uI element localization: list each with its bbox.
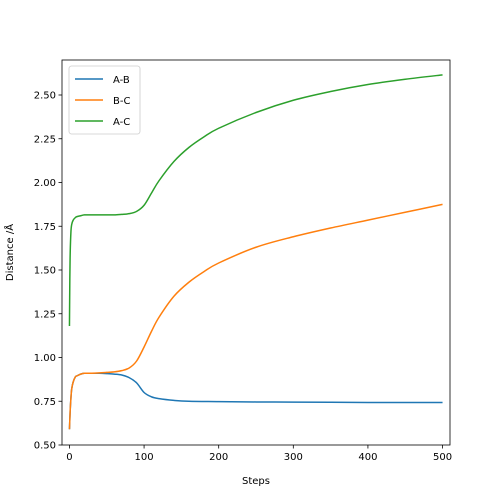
x-axis-label: Steps (242, 476, 270, 487)
y-axis: 0.50 0.75 1.00 1.25 1.50 1.75 2.00 2.25 2.50 (34, 91, 62, 452)
legend-box (68, 65, 141, 135)
y-tick-label: 1.75 (34, 222, 56, 233)
y-tick-label: 1.00 (34, 353, 56, 364)
x-tick-label: 500 (433, 452, 452, 463)
y-tick-label: 1.25 (34, 309, 56, 320)
legend-label: A-B (113, 75, 130, 86)
series-layer (68, 74, 443, 430)
legend-label: A-C (113, 117, 130, 128)
y-tick-label: 2.50 (34, 91, 56, 102)
x-tick-label: 400 (358, 452, 377, 463)
series-line-b-c (68, 203, 443, 430)
y-tick-label: 0.75 (34, 397, 56, 408)
series-line-a-c (68, 74, 443, 327)
y-axis-label: Distance /Å (3, 224, 16, 281)
x-tick-label: 200 (209, 452, 228, 463)
x-tick-label: 100 (135, 452, 154, 463)
legend-label: B-C (113, 96, 130, 107)
plot-frame (61, 59, 451, 446)
y-tick-label: 2.00 (34, 178, 56, 189)
y-tick-label: 0.50 (34, 441, 56, 452)
x-tick-label: 300 (284, 452, 303, 463)
y-tick-label: 2.25 (34, 134, 56, 145)
legend: A-B B-C A-C (68, 65, 141, 135)
y-tick-label: 1.50 (34, 266, 56, 277)
series-line-a-b (68, 372, 443, 430)
x-axis: 0 100 200 300 400 500 (66, 445, 452, 463)
x-tick-label: 0 (66, 452, 72, 463)
